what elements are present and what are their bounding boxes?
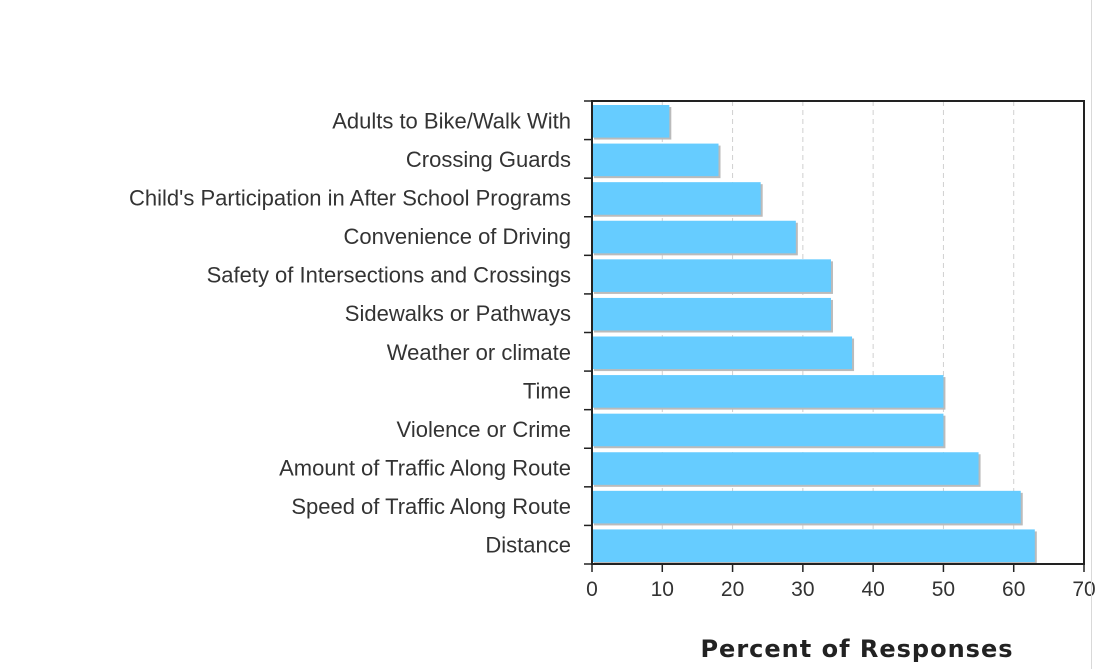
bar <box>592 143 719 177</box>
x-tick-label: 40 <box>861 578 884 601</box>
bar <box>592 529 1035 562</box>
category-label: Violence or Crime <box>397 417 571 442</box>
bar <box>592 105 670 138</box>
bars <box>592 105 1037 564</box>
bar <box>592 452 979 485</box>
panel-divider <box>1091 0 1092 669</box>
bar <box>592 490 1021 524</box>
x-tick-label: 70 <box>1072 578 1095 601</box>
category-label: Amount of Traffic Along Route <box>279 456 571 481</box>
category-label: Time <box>523 378 571 403</box>
x-tick-label: 20 <box>721 578 744 601</box>
category-label: Distance <box>485 533 571 558</box>
category-label: Sidewalks or Pathways <box>345 301 571 326</box>
bar <box>592 182 761 215</box>
x-tick-label: 30 <box>791 578 814 601</box>
bar <box>592 259 831 292</box>
category-label: Convenience of Driving <box>344 224 571 249</box>
x-tick-label: 0 <box>586 578 598 601</box>
category-labels: Adults to Bike/Walk With Crossing Guards C… <box>129 108 571 557</box>
plot-frame <box>584 100 1085 565</box>
x-axis-ticks: 0 10 20 30 40 50 60 70 <box>586 564 1096 601</box>
category-label: Speed of Traffic Along Route <box>291 494 571 519</box>
x-tick-label: 60 <box>1002 578 1025 601</box>
category-label: Safety of Intersections and Crossings <box>207 263 571 288</box>
x-tick-label: 10 <box>651 578 674 601</box>
bar <box>592 375 944 408</box>
category-label: Child's Participation in After School Pr… <box>129 185 571 210</box>
category-label: Weather or climate <box>387 340 571 365</box>
category-label: Crossing Guards <box>406 147 571 172</box>
x-axis-title: Percent of Responses <box>700 635 1013 663</box>
category-label: Adults to Bike/Walk With <box>332 108 571 133</box>
bar <box>592 297 831 331</box>
bar <box>592 220 796 254</box>
plot-border <box>591 100 1085 565</box>
bar <box>592 336 853 370</box>
x-tick-label: 50 <box>932 578 955 601</box>
bar <box>592 413 944 447</box>
